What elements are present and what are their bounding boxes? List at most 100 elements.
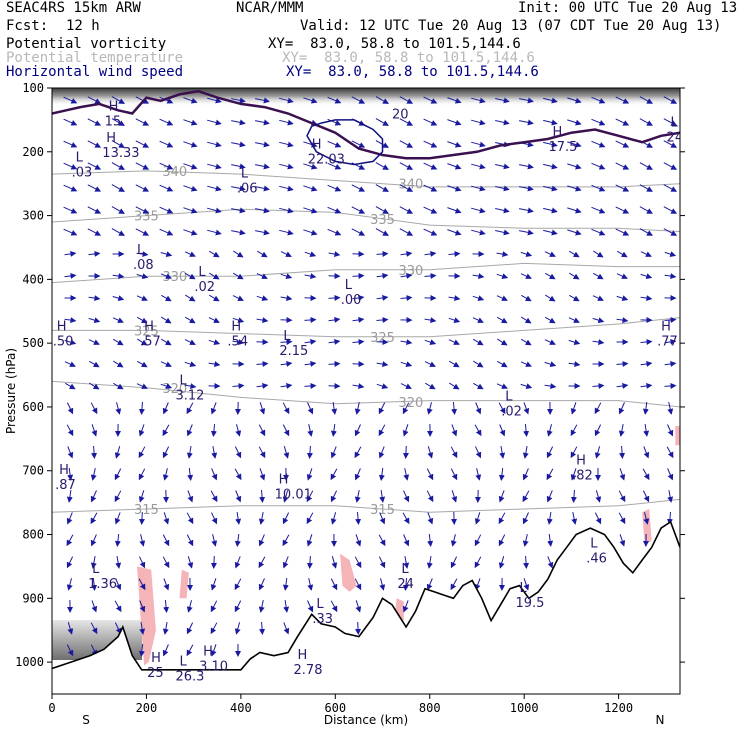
- pink-region-0: [137, 566, 156, 666]
- wind-vector-239: [280, 251, 292, 257]
- wind-vector-303: [330, 578, 338, 591]
- wind-vector-579: [639, 184, 653, 192]
- hl-value: .02: [194, 280, 215, 295]
- wind-vector-325: [355, 534, 362, 547]
- hl-value: 19.5: [515, 596, 544, 611]
- wind-vector-455: [496, 295, 508, 301]
- hl-letter: H: [106, 131, 116, 146]
- wind-vector-229: [258, 578, 265, 591]
- wind-vector-324: [355, 511, 362, 525]
- wind-vector-586: [640, 338, 653, 345]
- wind-vector-279: [307, 577, 314, 591]
- hl-letter: L: [92, 562, 100, 577]
- wind-vector-462: [499, 446, 506, 459]
- wind-vector-228: [258, 556, 266, 569]
- wind-vector-30: [87, 184, 102, 192]
- hl-value: .87: [55, 478, 76, 493]
- wind-vector-583: [640, 273, 653, 280]
- wind-vector-531: [570, 468, 577, 481]
- wind-vector-449: [495, 163, 510, 170]
- hl-marker-25: H2.78: [294, 648, 323, 678]
- pink-region-1: [179, 569, 189, 599]
- wind-vector-353: [399, 96, 414, 104]
- wind-vector-498: [543, 229, 558, 236]
- wind-vector-372: [402, 512, 410, 525]
- wind-vector-244: [280, 360, 293, 367]
- wind-vector-540: [591, 228, 606, 236]
- wind-vector-524: [568, 317, 580, 323]
- hl-value: 2.15: [279, 344, 308, 359]
- wind-vector-205: [234, 622, 241, 635]
- wind-vector-378: [423, 118, 438, 126]
- wind-vector-169: [210, 402, 217, 415]
- wind-vector-609: [664, 382, 677, 389]
- wind-vector-434: [472, 338, 484, 346]
- wind-vector-7: [64, 250, 77, 257]
- wind-vector-87: [136, 316, 148, 324]
- wind-vector-439: [475, 446, 482, 459]
- wind-vector-482: [520, 383, 533, 390]
- y-tick-label-100: 100: [22, 81, 44, 95]
- hl-letter: L: [179, 374, 187, 389]
- hl-value: .00: [341, 293, 362, 308]
- wind-vector-582: [640, 251, 652, 257]
- wind-vector-424: [471, 119, 486, 126]
- hl-marker-10: H.50: [53, 319, 74, 349]
- y-tick-label-900: 900: [22, 591, 44, 605]
- wind-vector-219: [256, 360, 269, 367]
- wind-vector-50: [90, 622, 98, 635]
- wind-vector-374: [403, 556, 410, 569]
- hl-marker-7: L.08: [133, 243, 154, 273]
- wind-vector-223: [258, 446, 266, 459]
- wind-vector-186: [231, 207, 246, 214]
- wind-vector-108: [159, 206, 174, 214]
- wind-vector-446: [495, 97, 510, 104]
- wind-vector-234: [279, 141, 294, 148]
- wind-vector-395: [426, 490, 434, 503]
- hl-value: 2.78: [294, 663, 323, 678]
- wind-vector-298: [330, 468, 338, 481]
- wind-vector-375: [402, 577, 409, 591]
- wind-vector-461: [499, 424, 506, 437]
- wind-vector-530: [570, 446, 578, 459]
- wind-vector-284: [327, 162, 342, 170]
- wind-vector-70: [114, 490, 122, 503]
- wind-vector-409: [448, 295, 461, 302]
- wind-vector-549: [594, 424, 602, 437]
- wind-vector-509: [546, 468, 554, 481]
- wind-vector-191: [232, 317, 245, 323]
- wind-vector-313: [352, 272, 365, 279]
- hl-value: 15: [105, 114, 122, 129]
- field-name-wind: Horizontal wind speed: [6, 64, 184, 80]
- wind-vector-210: [255, 163, 270, 170]
- wind-vector-64: [113, 360, 124, 368]
- wind-vector-238: [279, 229, 294, 236]
- hl-value: 1.36: [88, 577, 117, 592]
- wind-vector-373: [403, 534, 410, 547]
- hl-value: .02: [501, 405, 522, 420]
- wind-vector-134: [183, 207, 198, 214]
- wind-vector-337: [376, 250, 389, 257]
- wind-vector-596: [663, 96, 678, 104]
- hl-value: 3.12: [175, 389, 204, 404]
- wind-vector-19: [66, 512, 73, 525]
- hl-value: 3.10: [199, 660, 228, 675]
- wind-vector-601: [663, 206, 678, 214]
- wind-vector-423: [471, 97, 486, 104]
- x-axis-title: Distance (km): [324, 713, 408, 727]
- wind-vector-265: [304, 273, 317, 280]
- wind-vector-109: [159, 228, 174, 236]
- wind-vector-45: [90, 512, 98, 525]
- wind-vector-354: [399, 118, 414, 126]
- wind-vector-350: [378, 534, 386, 547]
- wind-vector-247: [282, 424, 290, 437]
- wind-vector-133: [183, 185, 198, 192]
- wind-vector-552: [595, 490, 602, 503]
- wind-vector-330: [375, 96, 389, 104]
- wind-vector-371: [403, 490, 410, 503]
- theta-label-340-0: 340: [162, 165, 187, 180]
- wind-vector-270: [304, 382, 317, 389]
- wind-vector-479: [521, 316, 532, 324]
- wind-vector-502: [544, 316, 556, 324]
- hl-value: .57: [140, 334, 161, 349]
